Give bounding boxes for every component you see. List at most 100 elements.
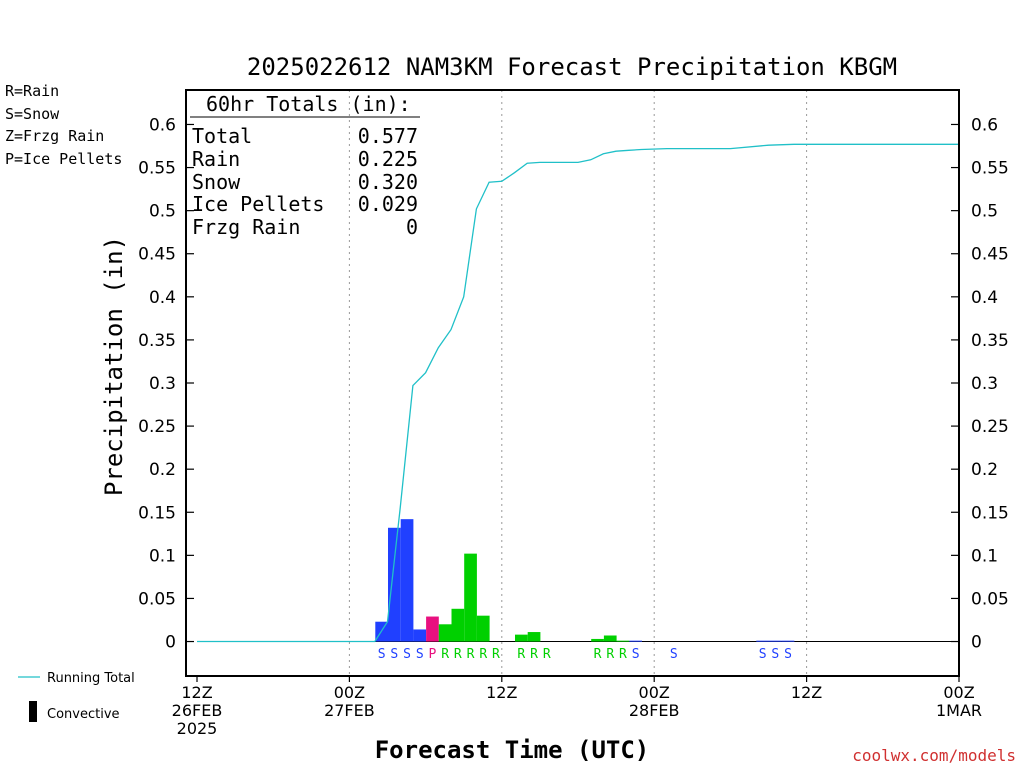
y-axis-label: Precipitation (in): [100, 236, 128, 496]
bar-snow: [781, 640, 795, 642]
x-tick-label: 12Z: [486, 683, 517, 702]
type-code-label: S: [390, 647, 398, 662]
y-tick-label-right: 0.2: [971, 460, 998, 480]
y-tick-label-right: 0.6: [971, 115, 998, 135]
y-tick-label-left: 0.1: [149, 546, 176, 566]
x-tick-label: 1MAR: [936, 701, 982, 720]
running-total-legend-label: Running Total: [47, 671, 135, 686]
y-tick-label-right: 0.35: [971, 331, 1009, 351]
legend-freezing-rain: Z=Frzg Rain: [5, 127, 104, 145]
bar-rain: [464, 553, 477, 642]
type-code-label: R: [606, 647, 614, 662]
type-code-label: R: [543, 647, 551, 662]
type-code-label: P: [429, 647, 437, 662]
y-tick-label-right: 0.4: [971, 288, 998, 308]
totals-value: 0: [406, 215, 418, 239]
x-tick-label: 00Z: [639, 683, 670, 702]
totals-label: Frzg Rain: [192, 215, 300, 239]
type-code-label: S: [759, 647, 767, 662]
type-code-label: R: [479, 647, 487, 662]
y-tick-label-left: 0.3: [149, 374, 176, 394]
y-tick-label-right: 0.1: [971, 546, 998, 566]
credit-text: coolwx.com/models: [852, 746, 1016, 765]
series-legend: Running Total Convective: [18, 671, 135, 722]
bar-snow: [769, 640, 782, 642]
y-tick-label-right: 0: [971, 633, 982, 653]
convective-legend-label: Convective: [47, 707, 120, 722]
bar-rain: [438, 624, 452, 642]
y-tick-label-right: 0.05: [971, 589, 1009, 609]
y-ticks: 0 0 0.05 0.05 0.1 0.1 0.15 0.15 0.2 0.2 0.25 0.25 0.…: [138, 115, 1009, 652]
legend-snow: S=Snow: [5, 105, 60, 123]
type-code-label: R: [619, 647, 627, 662]
type-code-label: S: [784, 647, 792, 662]
y-tick-label-left: 0.5: [149, 202, 176, 222]
y-tick-label-right: 0.3: [971, 374, 998, 394]
x-tick-label: 26FEB: [172, 701, 223, 720]
x-tick-label: 2025: [177, 719, 218, 738]
totals-value: 0.577: [358, 124, 418, 148]
bar-rain: [451, 608, 465, 642]
x-tick-label: 27FEB: [324, 701, 375, 720]
y-tick-label-left: 0.45: [138, 245, 176, 265]
totals-value: 0.029: [358, 192, 418, 216]
totals-label: Rain: [192, 147, 240, 171]
x-tick-label: 00Z: [334, 683, 365, 702]
totals-box: 60hr Totals (in): Total 0.577 Rain 0.225…: [190, 92, 420, 239]
y-tick-label-left: 0.55: [138, 159, 176, 179]
type-code-label: S: [670, 647, 678, 662]
legend-ice-pellets: P=Ice Pellets: [5, 150, 122, 168]
y-tick-label-left: 0.35: [138, 331, 176, 351]
bar-rain: [527, 632, 541, 642]
type-code-label: R: [454, 647, 462, 662]
type-code-label: R: [441, 647, 449, 662]
totals-label: Snow: [192, 170, 241, 194]
x-tick-label: 00Z: [943, 683, 974, 702]
convective-swatch: [29, 701, 37, 722]
bar-rain: [616, 640, 630, 642]
bar-snow: [388, 527, 401, 642]
grid-lines: [197, 90, 959, 676]
totals-label: Ice Pellets: [192, 192, 324, 216]
bar-rain: [603, 635, 617, 642]
bar-snow: [629, 640, 642, 642]
y-tick-label-left: 0: [165, 633, 176, 653]
type-code-label: S: [632, 647, 640, 662]
bars: [375, 519, 795, 642]
y-tick-label-left: 0.05: [138, 589, 176, 609]
bar-snow: [400, 519, 414, 642]
x-tick-label: 12Z: [181, 683, 212, 702]
totals-value: 0.320: [358, 170, 418, 194]
bar-rain: [515, 634, 528, 642]
type-code-label: S: [416, 647, 424, 662]
type-code-label: S: [378, 647, 386, 662]
type-code-label: R: [517, 647, 525, 662]
y-tick-label-right: 0.15: [971, 503, 1009, 523]
totals-label: Total: [192, 124, 252, 148]
type-code-label: R: [467, 647, 475, 662]
type-code-label: R: [530, 647, 538, 662]
chart-title: 2025022612 NAM3KM Forecast Precipitation…: [247, 53, 897, 81]
bar-snow: [413, 629, 427, 642]
y-tick-label-left: 0.6: [149, 115, 176, 135]
y-tick-label-left: 0.2: [149, 460, 176, 480]
totals-heading: 60hr Totals (in):: [206, 92, 411, 116]
y-tick-label-left: 0.15: [138, 503, 176, 523]
type-legend: R=Rain S=Snow Z=Frzg Rain P=Ice Pellets: [5, 82, 122, 168]
bar-rain: [476, 615, 490, 642]
type-code-label: R: [492, 647, 500, 662]
y-tick-label-right: 0.5: [971, 202, 998, 222]
running-total-layer: [197, 143, 959, 643]
y-tick-label-right: 0.55: [971, 159, 1009, 179]
x-tick-label: 12Z: [791, 683, 822, 702]
type-code-label: S: [771, 647, 779, 662]
y-tick-label-right: 0.25: [971, 417, 1009, 437]
type-code-label: S: [403, 647, 411, 662]
running-total-line: [197, 143, 959, 643]
x-axis-label: Forecast Time (UTC): [375, 736, 650, 764]
totals-value: 0.225: [358, 147, 418, 171]
bar-snow: [756, 640, 769, 642]
bar-rain: [591, 638, 604, 642]
